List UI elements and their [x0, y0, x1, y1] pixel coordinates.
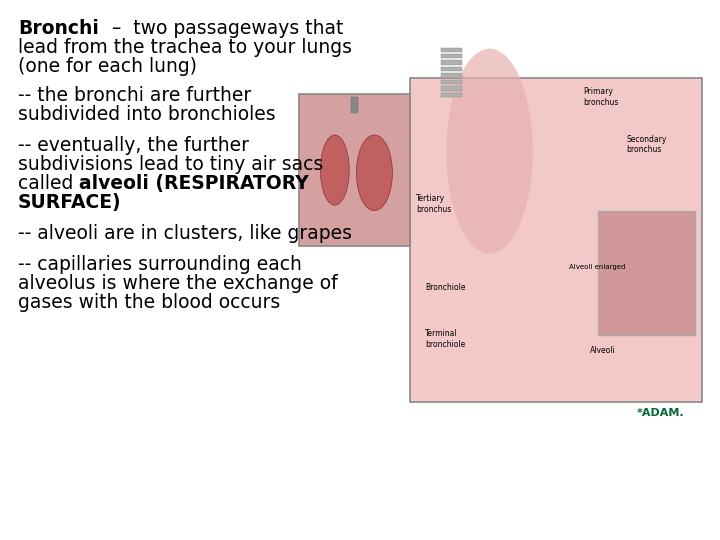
Bar [441, 60, 462, 65]
Text: –  two passageways that: – two passageways that [112, 19, 343, 38]
Bar [441, 54, 462, 58]
Text: lead from the trachea to your lungs: lead from the trachea to your lungs [18, 38, 352, 57]
Text: alveolus is where the exchange of: alveolus is where the exchange of [18, 274, 338, 293]
Ellipse shape [320, 135, 349, 205]
Bar [351, 97, 358, 113]
Bar [441, 86, 462, 91]
Bar [410, 78, 702, 402]
Text: Bronchi: Bronchi [18, 19, 99, 38]
Text: called: called [18, 174, 79, 193]
Text: Primary
bronchus: Primary bronchus [583, 87, 618, 107]
Text: SURFACE): SURFACE) [18, 193, 122, 212]
Text: gases with the blood occurs: gases with the blood occurs [18, 293, 280, 312]
Bar [441, 73, 462, 78]
Text: (one for each lung): (one for each lung) [18, 57, 197, 76]
Ellipse shape [446, 49, 533, 254]
Text: -- capillaries surrounding each: -- capillaries surrounding each [18, 255, 302, 274]
Text: alveoli (RESPIRATORY: alveoli (RESPIRATORY [79, 174, 309, 193]
Text: Bronchiole: Bronchiole [425, 284, 465, 293]
Text: -- eventually, the further: -- eventually, the further [18, 136, 249, 155]
Text: -- alveoli are in clusters, like grapes: -- alveoli are in clusters, like grapes [18, 224, 352, 242]
Text: subdivisions lead to tiny air sacs: subdivisions lead to tiny air sacs [18, 155, 323, 174]
Text: subdivided into bronchioles: subdivided into bronchioles [18, 105, 276, 124]
Bar [441, 80, 462, 84]
Text: *ADAM.: *ADAM. [636, 408, 684, 418]
Text: Secondary
bronchus: Secondary bronchus [626, 135, 667, 154]
Bar [441, 67, 462, 71]
Bar [299, 94, 410, 246]
Text: Alveoli: Alveoli [590, 346, 616, 355]
Ellipse shape [356, 135, 392, 211]
Text: Tertiary
bronchus: Tertiary bronchus [416, 194, 451, 214]
Bar [441, 93, 462, 97]
Bar [598, 211, 695, 335]
Text: Alveoli enlarged: Alveoli enlarged [570, 264, 626, 270]
Bar [441, 48, 462, 52]
Text: Terminal
bronchiole: Terminal bronchiole [425, 329, 465, 349]
Text: -- the bronchi are further: -- the bronchi are further [18, 86, 251, 105]
